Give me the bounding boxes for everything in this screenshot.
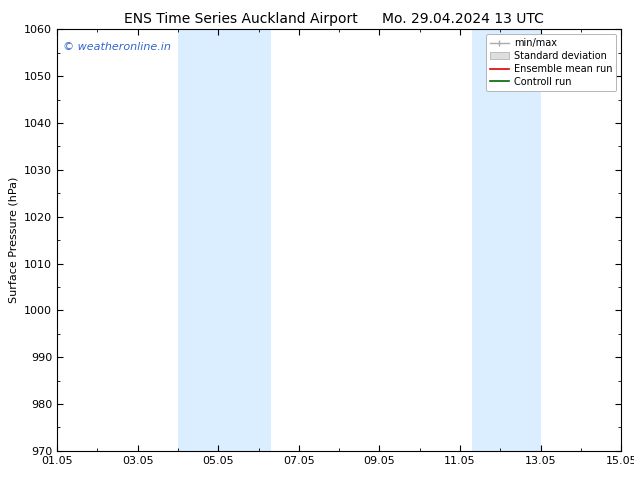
Text: Mo. 29.04.2024 13 UTC: Mo. 29.04.2024 13 UTC — [382, 12, 544, 26]
Bar — [178, 29, 271, 451]
Legend: min/max, Standard deviation, Ensemble mean run, Controll run: min/max, Standard deviation, Ensemble me… — [486, 34, 616, 91]
Y-axis label: Surface Pressure (hPa): Surface Pressure (hPa) — [8, 177, 18, 303]
Text: © weatheronline.in: © weatheronline.in — [63, 42, 171, 52]
Text: ENS Time Series Auckland Airport: ENS Time Series Auckland Airport — [124, 12, 358, 26]
Bar — [472, 29, 541, 451]
